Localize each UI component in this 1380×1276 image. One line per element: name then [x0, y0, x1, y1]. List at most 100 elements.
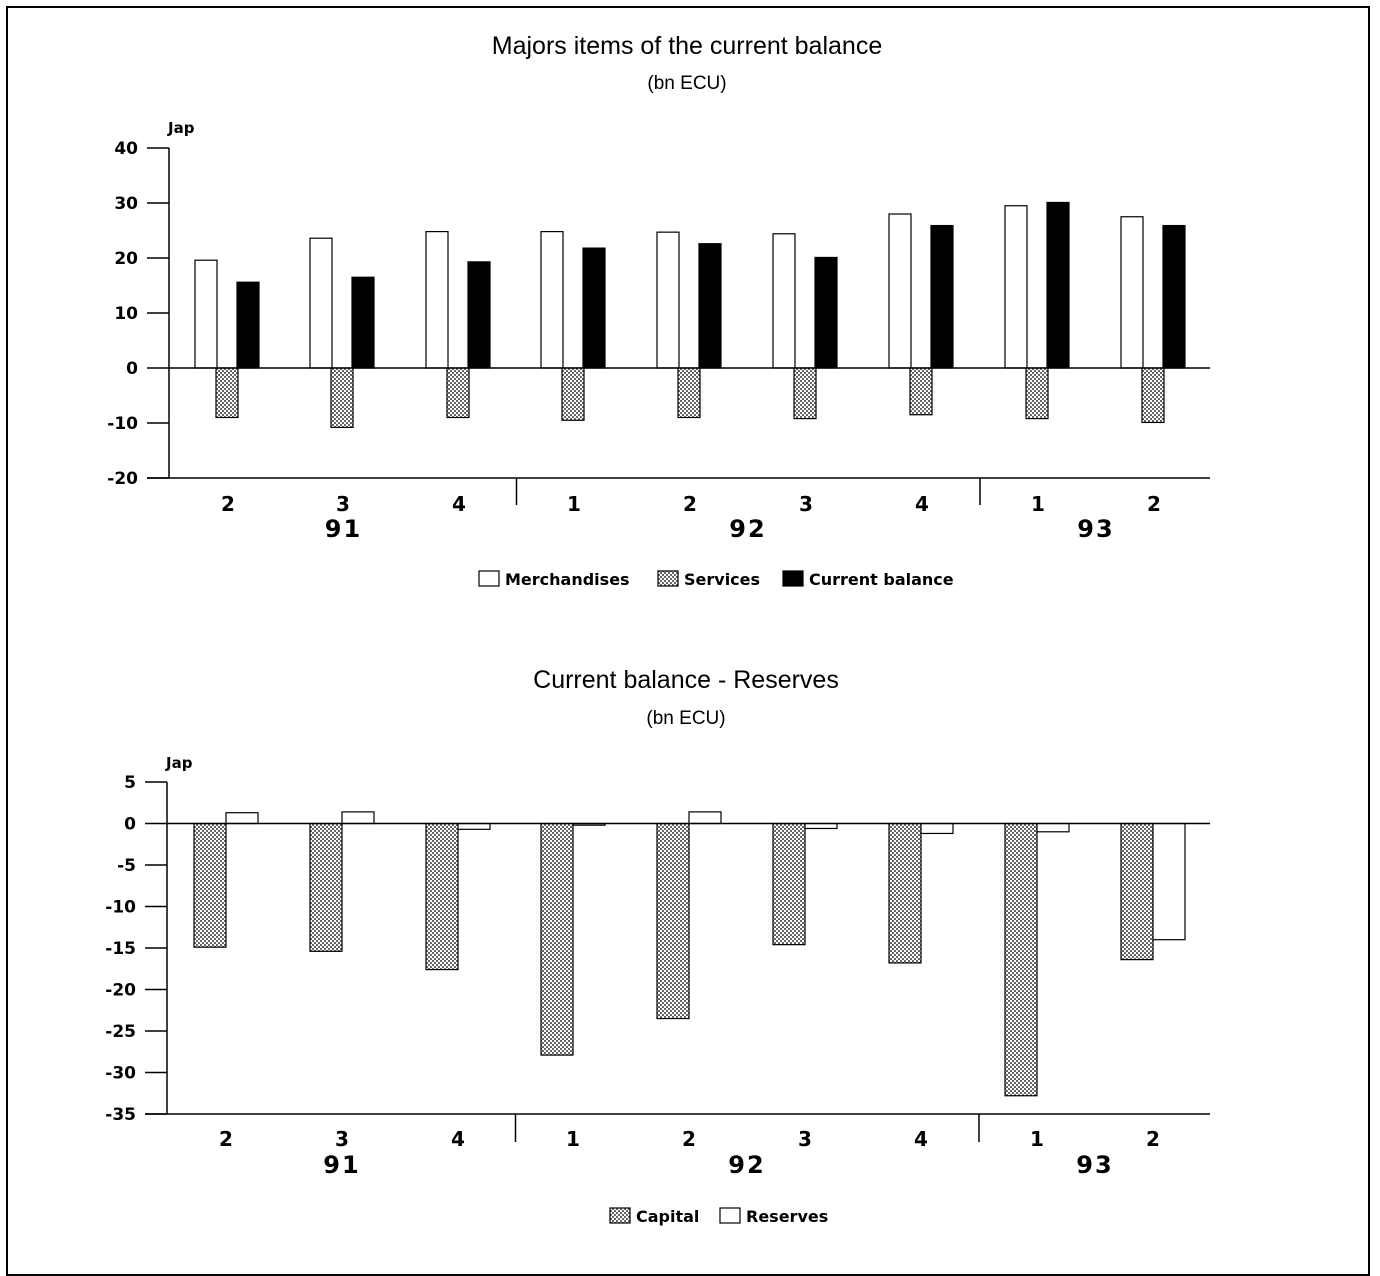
- bar-current-balance: [467, 261, 491, 369]
- bar-services: [446, 367, 470, 419]
- x-tick-label: 1: [567, 492, 581, 516]
- chart-title: Majors items of the current balance: [492, 32, 882, 60]
- legend-label-merchandises: Merchandises: [505, 570, 630, 589]
- legend-swatch-capital: [609, 1207, 631, 1224]
- x-tick-label: 4: [914, 1127, 928, 1151]
- x-tick-label: 2: [682, 1127, 696, 1151]
- y-axis-tick-labels: 40 30 20 10 0 -10 -20: [107, 139, 138, 489]
- bar-merchandises: [309, 237, 333, 369]
- bar-capital: [772, 822, 806, 946]
- x-tick-label: 1: [1031, 492, 1045, 516]
- y-tick-label: -25: [105, 1022, 136, 1042]
- bar-current-balance: [236, 281, 260, 369]
- year-label: 92: [729, 515, 766, 543]
- x-tick-label: 4: [915, 492, 929, 516]
- bar-capital: [888, 822, 922, 964]
- y-tick-label: -20: [107, 469, 138, 489]
- year-label: 92: [728, 1151, 765, 1179]
- y-tick-label: 0: [124, 815, 136, 835]
- chart-subtitle: (bn ECU): [647, 73, 726, 94]
- legend-swatch-merchandises: [478, 570, 500, 587]
- legend-swatch-reserves: [719, 1207, 741, 1224]
- y-axis-title: Jap: [167, 119, 195, 137]
- bar-services: [1141, 367, 1165, 424]
- axes: [147, 147, 1210, 505]
- bar-marks: [194, 201, 1186, 429]
- y-axis-tick-labels: 5 0 -5 -10 -15 -20 -25 -30 -35: [105, 773, 136, 1125]
- y-tick-label: 30: [114, 194, 138, 214]
- y-tick-label: -5: [117, 856, 136, 876]
- legend-label-capital: Capital: [636, 1207, 699, 1226]
- x-axis-year-labels: 91 92 93: [325, 515, 1114, 543]
- bar-capital: [1120, 822, 1154, 961]
- x-tick-label: 3: [335, 1127, 349, 1151]
- legend: Merchandises Services Current balance: [478, 570, 954, 589]
- legend-swatch-services: [657, 570, 679, 587]
- bar-merchandises: [772, 233, 796, 369]
- year-label: 91: [323, 1151, 360, 1179]
- bar-current-balance: [930, 224, 954, 369]
- legend: Capital Reserves: [609, 1207, 828, 1226]
- bar-capital: [193, 822, 227, 948]
- bar-capital: [656, 822, 690, 1020]
- bar-current-balance: [1162, 224, 1186, 369]
- bar-current-balance: [351, 276, 375, 369]
- bar-capital: [540, 822, 574, 1056]
- chart-current-balance-reserves: Current balance - Reserves (bn ECU) Jap …: [105, 666, 1210, 1226]
- year-label: 93: [1077, 515, 1114, 543]
- bar-services: [561, 367, 585, 421]
- x-tick-label: 3: [798, 1127, 812, 1151]
- y-tick-label: 20: [114, 249, 138, 269]
- x-axis-tick-labels: 2 3 4 1 2 3 4 1 2: [221, 492, 1161, 516]
- bar-merchandises: [425, 231, 449, 369]
- bar-reserves: [920, 822, 954, 835]
- bar-services: [1025, 367, 1049, 420]
- bar-capital: [425, 822, 459, 971]
- bar-reserves: [341, 811, 375, 825]
- y-axis-title: Jap: [165, 754, 193, 772]
- x-tick-label: 2: [219, 1127, 233, 1151]
- bar-reserves: [688, 811, 722, 825]
- bar-merchandises: [1120, 216, 1144, 369]
- x-tick-label: 2: [683, 492, 697, 516]
- x-tick-label: 2: [221, 492, 235, 516]
- chart-subtitle: (bn ECU): [646, 708, 725, 729]
- y-tick-label: 0: [126, 359, 138, 379]
- axes: [145, 781, 1210, 1142]
- bar-capital: [309, 822, 343, 952]
- bar-services: [677, 367, 701, 419]
- bar-reserves: [1036, 822, 1070, 833]
- x-tick-label: 1: [1030, 1127, 1044, 1151]
- x-axis-year-labels: 91 92 93: [323, 1151, 1113, 1179]
- y-tick-label: -35: [105, 1105, 136, 1125]
- year-label: 91: [325, 515, 362, 543]
- y-tick-label: 40: [114, 139, 138, 159]
- bar-current-balance: [814, 256, 838, 369]
- bar-services: [909, 367, 933, 416]
- y-tick-label: -15: [105, 939, 136, 959]
- bar-reserves: [457, 822, 491, 830]
- chart-title: Current balance - Reserves: [533, 666, 839, 694]
- x-tick-label: 4: [452, 492, 466, 516]
- x-tick-label: 2: [1146, 1127, 1160, 1151]
- y-tick-label: 10: [114, 304, 138, 324]
- y-tick-label: -30: [105, 1064, 136, 1084]
- y-tick-label: -20: [105, 981, 136, 1001]
- bar-services: [330, 367, 354, 429]
- bar-reserves: [225, 812, 259, 825]
- legend-label-services: Services: [684, 570, 760, 589]
- x-tick-label: 3: [336, 492, 350, 516]
- bar-reserves: [1152, 822, 1186, 941]
- year-label: 93: [1076, 1151, 1113, 1179]
- bar-current-balance: [582, 247, 606, 369]
- bar-current-balance: [1046, 201, 1070, 369]
- bar-merchandises: [1004, 205, 1028, 369]
- x-tick-label: 4: [451, 1127, 465, 1151]
- bar-services: [215, 367, 239, 419]
- bar-current-balance: [698, 243, 722, 369]
- x-tick-label: 3: [799, 492, 813, 516]
- y-tick-label: 5: [124, 773, 136, 793]
- bar-capital: [1004, 822, 1038, 1097]
- bar-merchandises: [194, 259, 218, 369]
